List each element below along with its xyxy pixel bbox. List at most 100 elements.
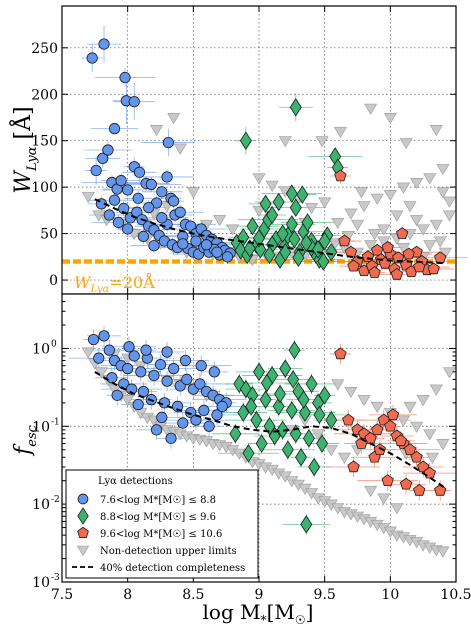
bottom-point-triangle-down <box>370 401 384 413</box>
bottom-y-tick-exponent: -1 <box>51 417 60 427</box>
top-point-circle <box>200 239 213 251</box>
top-point-triangle-down <box>410 178 424 190</box>
bottom-point-triangle-down <box>324 445 338 457</box>
bottom-point-diamond <box>288 340 301 360</box>
top-point-pentagon <box>413 260 426 273</box>
bottom-point-circle <box>177 417 189 429</box>
bottom-point-triangle-down <box>416 395 430 407</box>
top-point-circle <box>162 136 174 149</box>
top-point-circle <box>115 175 127 187</box>
x-axis-label: log M*[M☉] <box>203 600 314 627</box>
bottom-point-pentagon <box>386 408 400 421</box>
bottom-point-circle <box>161 375 173 387</box>
top-point-diamond <box>292 248 305 268</box>
top-point-diamond <box>312 240 325 259</box>
bottom-point-diamond <box>302 429 315 448</box>
top-point-circle <box>97 152 109 164</box>
bottom-point-triangle-down <box>423 429 437 441</box>
top-point-diamond <box>272 192 285 212</box>
top-point-circle <box>211 246 223 258</box>
top-point-circle <box>161 171 173 183</box>
top-point-circle <box>90 164 102 177</box>
bottom-point-circle <box>171 400 184 413</box>
top-point-circle <box>143 202 155 214</box>
bottom-point-circle <box>103 344 115 356</box>
bottom-point-circle <box>128 350 140 362</box>
bottom-point-circle <box>135 366 147 378</box>
bottom-point-circle <box>208 366 220 378</box>
top-point-triangle-down <box>305 203 319 215</box>
top-point-triangle-down <box>429 125 443 137</box>
top-point-circle <box>102 144 114 156</box>
top-point-diamond <box>289 98 302 117</box>
legend-triangle-down-icon <box>76 545 90 557</box>
bottom-point-diamond <box>287 370 300 389</box>
bottom-point-diamond <box>253 362 265 382</box>
top-point-pentagon <box>347 259 360 272</box>
top-point-circle <box>190 235 202 247</box>
x-tick-label: 10 <box>381 587 399 603</box>
bottom-point-diamond <box>279 359 292 378</box>
bottom-y-tick-exponent: 0 <box>51 339 57 349</box>
top-y-ticks: 0 50 100 150 200 250 <box>31 6 457 294</box>
bottom-y-tick-label: 10 <box>32 341 50 357</box>
bottom-y-tick-label: 10 <box>32 497 50 513</box>
bottom-point-pentagon <box>403 443 417 456</box>
top-point-triangle-down <box>357 201 371 213</box>
top-y-tick-label: 100 <box>31 180 58 196</box>
top-point-triangle-down <box>396 182 410 194</box>
bottom-point-circle <box>140 344 152 356</box>
top-point-triangle-down <box>354 187 368 199</box>
bottom-point-diamond <box>245 397 258 416</box>
bottom-point-triangle-down <box>425 452 439 464</box>
top-point-diamond <box>285 184 298 203</box>
bottom-point-triangle-down <box>344 386 358 399</box>
top-point-circle <box>98 38 110 50</box>
bottom-point-diamond <box>281 440 294 459</box>
bottom-point-triangle-down <box>396 415 410 427</box>
top-point-triangle-down <box>403 201 417 213</box>
top-point-pentagon <box>402 247 415 260</box>
top-point-circle <box>133 166 146 178</box>
top-point-diamond <box>301 213 314 232</box>
bottom-point-circle <box>181 373 193 386</box>
top-point-circle <box>122 223 134 235</box>
legend-item-label: 40% detection completeness <box>100 563 245 574</box>
top-point-diamond <box>289 198 302 217</box>
bottom-point-circle <box>93 352 105 364</box>
top-point-diamond <box>288 229 301 249</box>
legend-title: Lyα detections <box>98 476 173 487</box>
bottom-point-diamond <box>325 410 338 430</box>
bottom-point-diamond <box>316 434 329 453</box>
top-point-diamond <box>325 242 338 262</box>
top-point-pentagon <box>390 268 404 280</box>
top-point-triangle-down <box>173 143 187 155</box>
bottom-y-label: fesc <box>11 424 40 457</box>
top-point-triangle-down <box>81 191 95 204</box>
bottom-point-triangle-down <box>436 546 450 558</box>
bottom-point-circle <box>156 411 168 424</box>
bottom-point-circle <box>168 363 180 375</box>
top-point-diamond <box>259 194 272 214</box>
top-y-tick-label: 50 <box>40 227 58 243</box>
bottom-point-triangle-down <box>364 485 378 498</box>
bottom-y-tick-label: 10 <box>32 419 50 435</box>
legend-item-label: Non-detection upper limits <box>100 546 237 557</box>
top-point-diamond <box>253 229 265 248</box>
x-tick-label: 9.5 <box>314 587 336 603</box>
bottom-point-pentagon <box>342 413 355 426</box>
bottom-point-pentagon <box>394 434 407 447</box>
top-completeness-curve <box>94 198 446 265</box>
top-point-triangle-down <box>423 240 437 252</box>
bottom-point-diamond <box>276 420 289 440</box>
top-y-tick-label: 0 <box>49 273 58 289</box>
top-point-triangle-down <box>265 180 279 192</box>
bottom-point-triangle-down <box>357 395 371 407</box>
bottom-point-diamond <box>300 515 313 534</box>
top-point-triangle-down <box>150 125 164 137</box>
bottom-point-triangle-down <box>429 384 443 396</box>
top-point-triangle-down <box>333 126 347 139</box>
top-point-triangle-down <box>278 136 292 148</box>
bottom-point-circle <box>148 369 160 382</box>
